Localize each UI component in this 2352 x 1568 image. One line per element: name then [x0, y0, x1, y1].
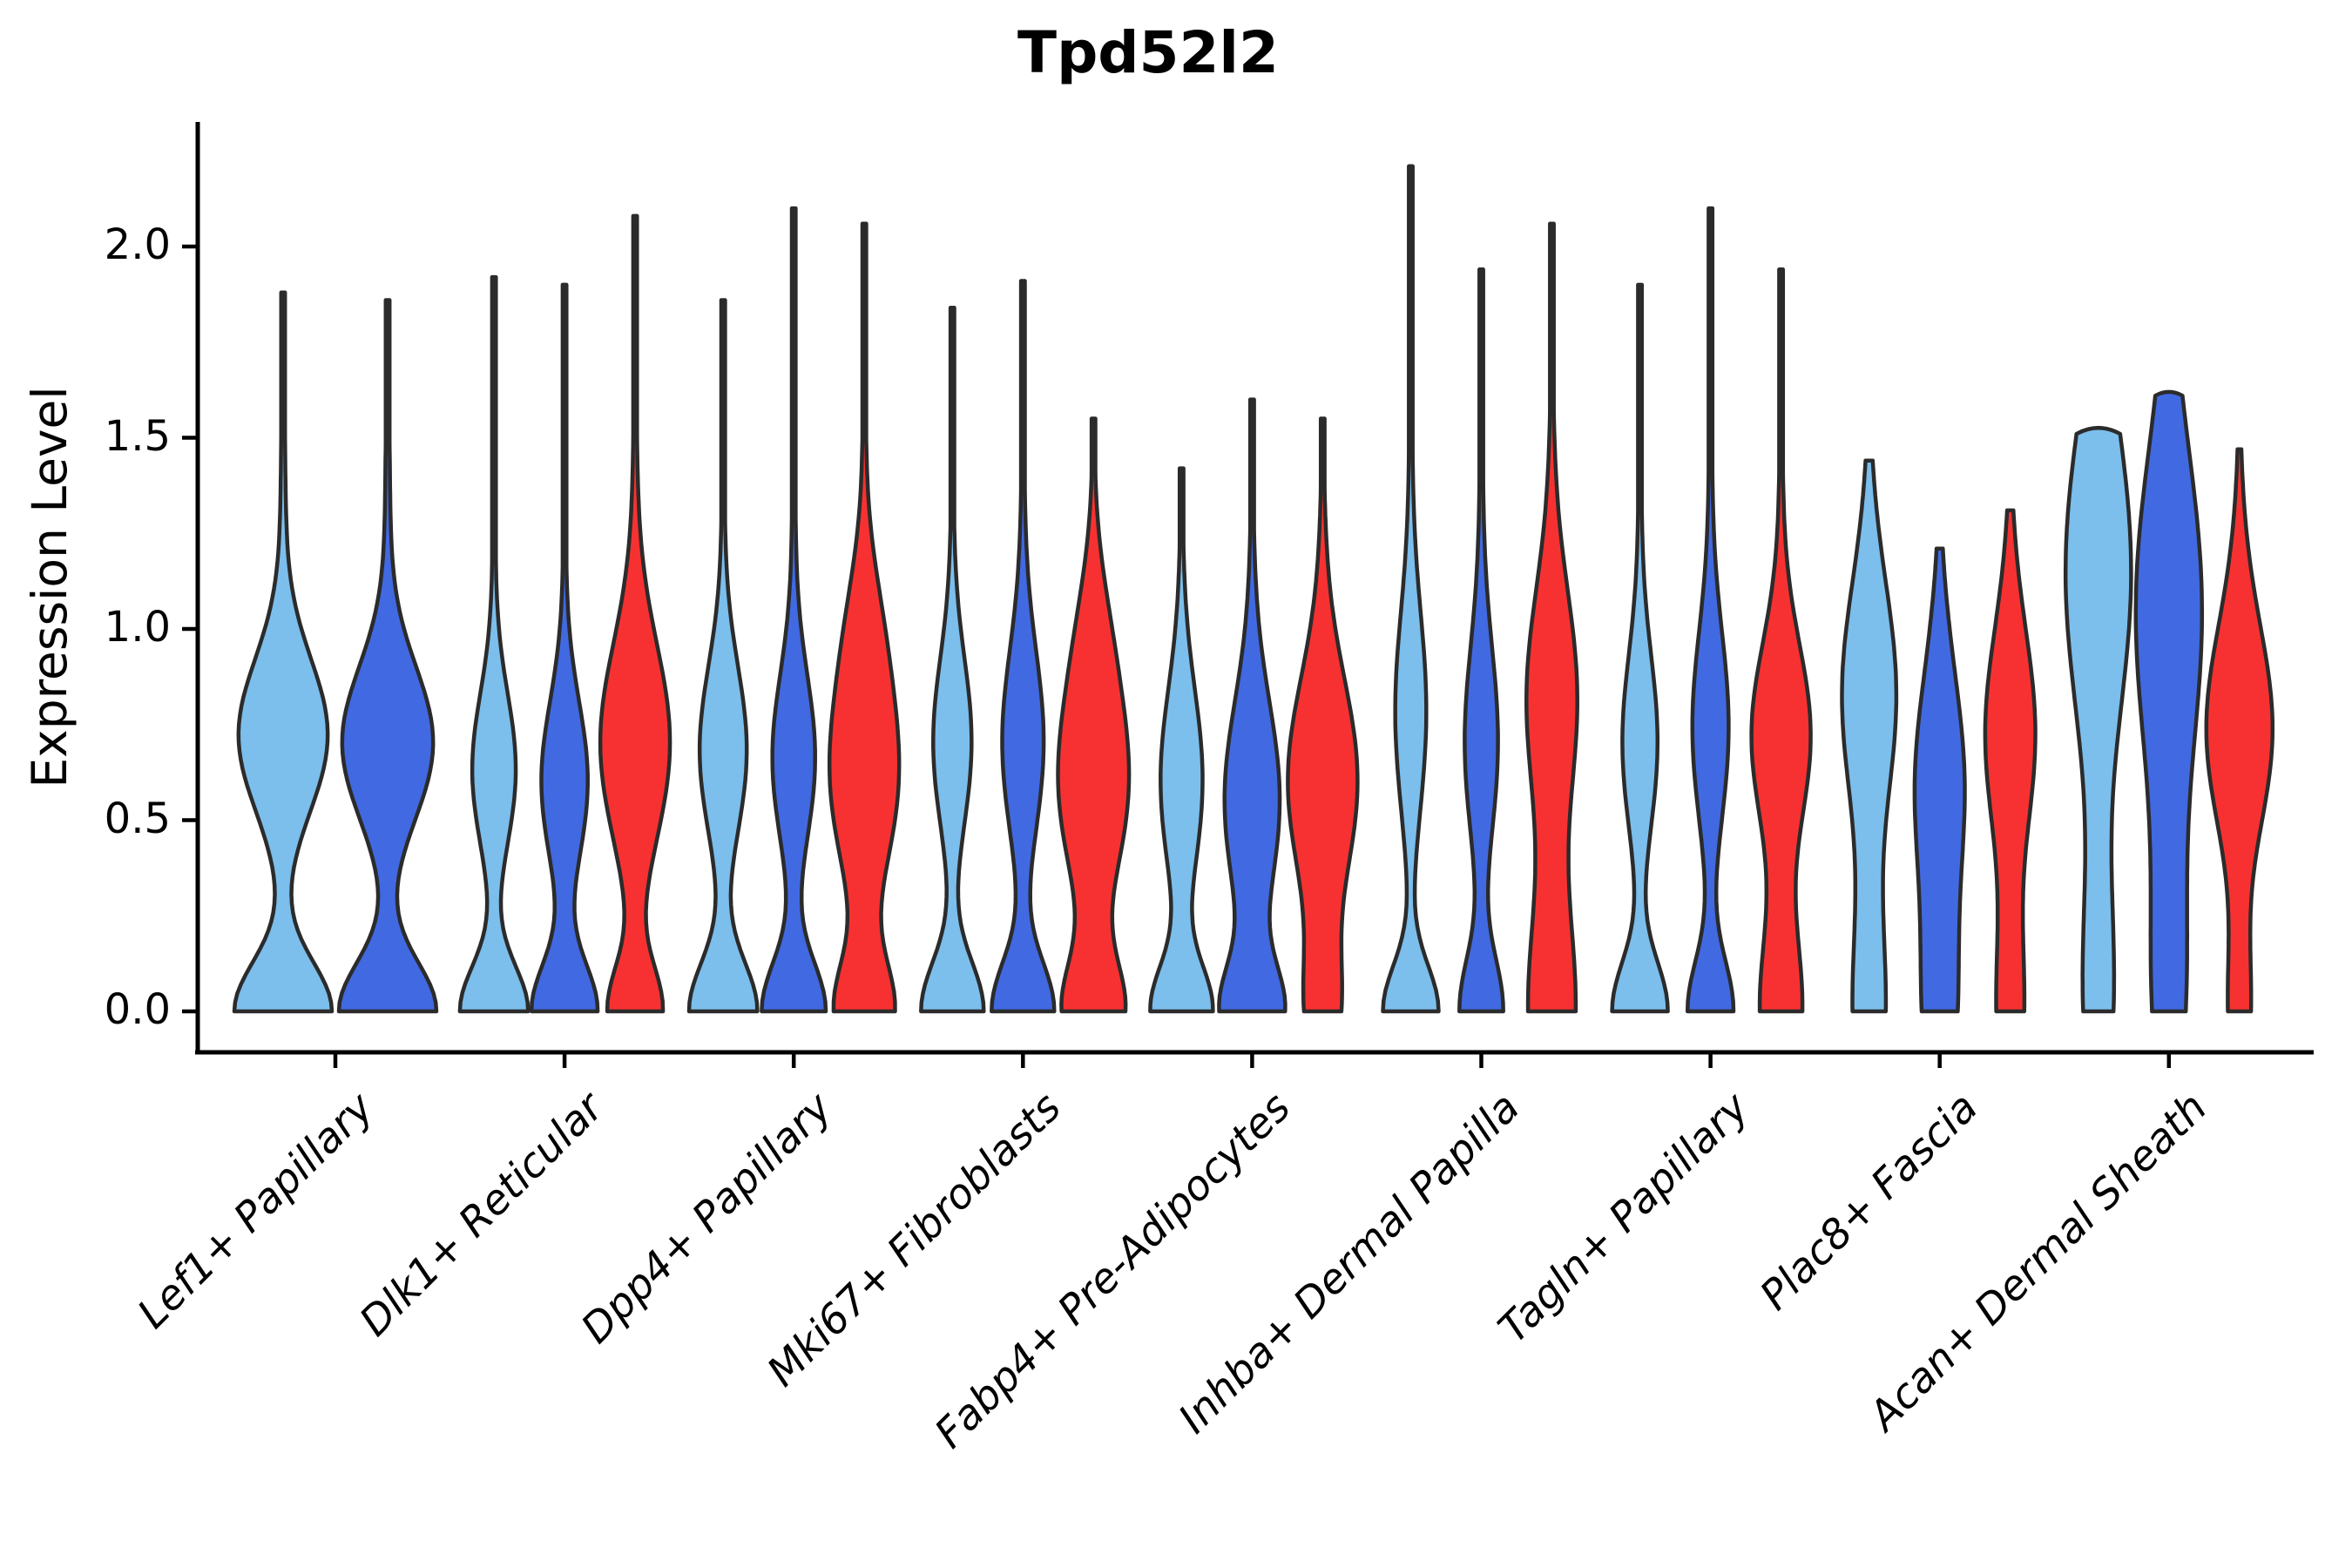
violin-tagln-papillary-red	[1749, 267, 1813, 1014]
violin-lef1-papillary-royalblue	[336, 298, 439, 1014]
y-tick-label: 0.0	[104, 985, 171, 1034]
violin-dpp4-papillary-red	[827, 221, 902, 1014]
chart-title: Tpd52l2	[1017, 19, 1279, 86]
y-tick-label: 2.0	[104, 220, 171, 269]
violin-dlk1-reticular-royalblue	[529, 282, 600, 1014]
violin-mki67-fibroblasts-red	[1056, 416, 1132, 1014]
violin-inhba-dermal-papilla-red	[1524, 221, 1579, 1014]
violin-mki67-fibroblasts-royalblue	[990, 279, 1057, 1014]
violin-mki67-fibroblasts-skyblue	[919, 305, 986, 1014]
violin-tagln-papillary-skyblue	[1610, 282, 1670, 1014]
y-tick-label: 1.0	[104, 603, 171, 652]
violin-plac8-fascia-red	[1983, 508, 2038, 1014]
violin-acan-dermal-sheath-royalblue	[2133, 389, 2205, 1014]
violin-inhba-dermal-papilla-royalblue	[1457, 267, 1505, 1014]
violin-fabp4-pre-adipocytes-red	[1286, 416, 1360, 1014]
violin-lef1-papillary-skyblue	[232, 290, 335, 1014]
violin-dlk1-reticular-red	[598, 213, 672, 1014]
violin-fabp4-pre-adipocytes-skyblue	[1148, 466, 1215, 1014]
y-tick-label: 1.5	[104, 411, 171, 461]
violin-dpp4-papillary-royalblue	[760, 206, 828, 1014]
violin-acan-dermal-sheath-skyblue	[2063, 425, 2133, 1014]
violin-tagln-papillary-royalblue	[1685, 206, 1736, 1014]
violin-dlk1-reticular-skyblue	[457, 274, 531, 1014]
violin-fabp4-pre-adipocytes-royalblue	[1217, 397, 1288, 1014]
violin-acan-dermal-sheath-red	[2204, 447, 2275, 1014]
violin-dpp4-papillary-skyblue	[686, 298, 760, 1014]
violin-plac8-fascia-skyblue	[1840, 458, 1899, 1014]
violin-plac8-fascia-royalblue	[1912, 546, 1967, 1014]
violin-inhba-dermal-papilla-skyblue	[1381, 164, 1441, 1014]
y-tick-label: 0.5	[104, 794, 171, 843]
